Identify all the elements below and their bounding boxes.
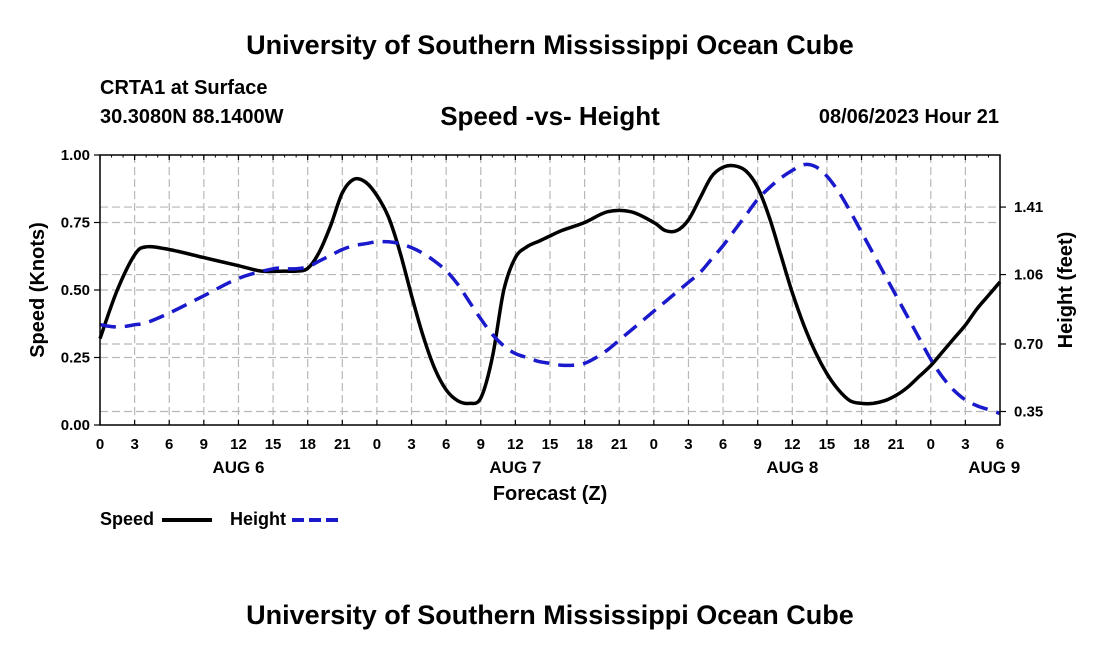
x-tick-label: 3 <box>684 436 692 453</box>
day-label: AUG 8 <box>766 458 818 477</box>
chart-subtitle: Speed -vs- Height <box>440 101 660 131</box>
x-tick-label: 3 <box>961 436 969 453</box>
x-axis-title: Forecast (Z) <box>493 483 607 505</box>
x-tick-label: 6 <box>165 436 173 453</box>
x-tick-label: 12 <box>507 436 524 453</box>
series-layer <box>98 162 1002 416</box>
x-tick-label: 0 <box>373 436 381 453</box>
station-coordinates: 30.3080N 88.1400W <box>100 106 284 128</box>
x-tick-label: 12 <box>230 436 247 453</box>
day-label: AUG 6 <box>212 458 264 477</box>
ticks: 0 3 6 9 12 15 18 21 0 3 6 9 12 15 18 21 0 3 6 9 12 15 18 21 0 3 6 A… <box>61 147 1043 477</box>
page-title: University of Southern Mississippi Ocean… <box>246 30 854 60</box>
y2-axis-title: Height (feet) <box>1055 232 1077 349</box>
footer-title: University of Southern Mississippi Ocean… <box>246 600 854 630</box>
forecast-datetime: 08/06/2023 Hour 21 <box>818 106 999 128</box>
y-axis-title: Speed (Knots) <box>27 222 49 358</box>
y-tick-label: 1.00 <box>61 147 90 164</box>
y2-tick-label: 1.41 <box>1014 199 1043 216</box>
y2-tick-label: 0.70 <box>1014 336 1043 353</box>
x-tick-label: 9 <box>200 436 208 453</box>
x-tick-label: 0 <box>650 436 658 453</box>
x-tick-label: 9 <box>477 436 485 453</box>
y-tick-label: 0.50 <box>61 282 90 299</box>
y2-tick-label: 1.06 <box>1014 267 1043 284</box>
series-line-height <box>99 162 1001 416</box>
grid <box>100 155 1000 425</box>
series-line-speed <box>98 163 1002 406</box>
y-tick-label: 0.25 <box>61 350 90 367</box>
y-tick-label: 0.75 <box>61 215 90 232</box>
day-label: AUG 7 <box>489 458 541 477</box>
day-label: AUG 9 <box>968 458 1020 477</box>
x-tick-label: 0 <box>96 436 104 453</box>
x-tick-label: 6 <box>996 436 1004 453</box>
x-tick-label: 6 <box>442 436 450 453</box>
x-tick-label: 15 <box>542 436 559 453</box>
x-tick-label: 18 <box>299 436 316 453</box>
y-tick-label: 0.00 <box>61 417 90 434</box>
x-tick-label: 21 <box>611 436 628 453</box>
axis-labels: Forecast (Z) Speed (Knots) Height (feet) <box>27 222 1077 505</box>
legend-height-label: Height <box>230 509 286 529</box>
y2-tick-label: 0.35 <box>1014 404 1043 421</box>
x-tick-label: 12 <box>784 436 801 453</box>
station-label: CRTA1 at Surface <box>100 77 268 99</box>
x-tick-label: 3 <box>407 436 415 453</box>
x-tick-label: 3 <box>130 436 138 453</box>
x-tick-label: 15 <box>265 436 282 453</box>
legend-speed-label: Speed <box>100 509 155 529</box>
x-tick-label: 15 <box>819 436 836 453</box>
chart: 0 3 6 9 12 15 18 21 0 3 6 9 12 15 18 21 0 3 6 9 12 15 18 21 0 3 6 A… <box>27 147 1077 522</box>
x-tick-label: 21 <box>334 436 351 453</box>
x-tick-label: 18 <box>853 436 870 453</box>
x-tick-label: 6 <box>719 436 727 453</box>
x-tick-label: 18 <box>576 436 593 453</box>
x-tick-label: 0 <box>927 436 935 453</box>
x-tick-label: 21 <box>888 436 905 453</box>
x-tick-label: 9 <box>754 436 762 453</box>
